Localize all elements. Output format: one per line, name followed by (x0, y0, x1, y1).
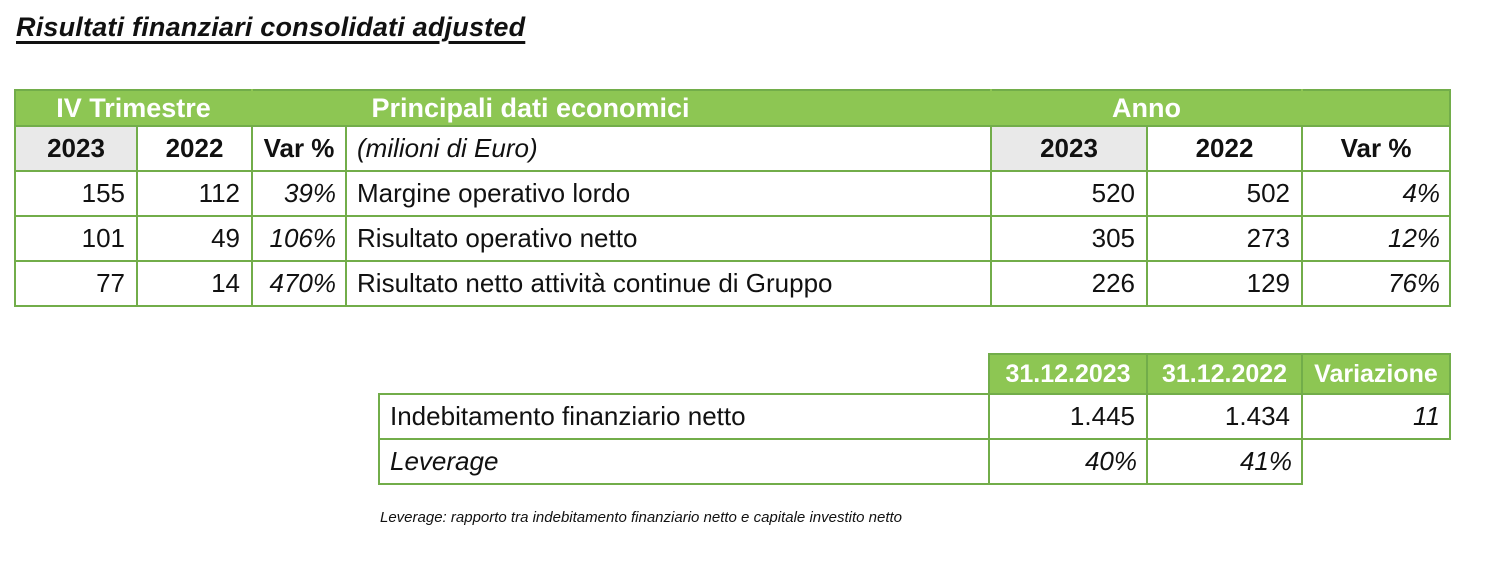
cell-yvar: 76% (1301, 260, 1452, 307)
cell-qvar: 39% (251, 170, 348, 217)
cell-variation: 11 (1301, 393, 1451, 440)
group-header-row: IV Trimestre Principali dati economici A… (13, 89, 1452, 127)
cell-yvar: 12% (1301, 215, 1452, 262)
table-row-indebitamento: Indebitamento finanziario netto 1.445 1.… (378, 393, 1451, 440)
col-header-q2023: 2023 (14, 125, 138, 172)
cell-q2023: 155 (14, 170, 138, 217)
cell-label: Indebitamento finanziario netto (378, 393, 990, 440)
group-header-economic-data: Principali dati economici (251, 89, 993, 127)
col-header-31-12-2023: 31.12.2023 (988, 353, 1148, 395)
cell-y2023: 305 (990, 215, 1149, 262)
cell-variation-empty (1302, 439, 1450, 484)
cell-qvar: 470% (251, 260, 348, 307)
cell-y2022: 129 (1146, 260, 1304, 307)
net-debt-table: 31.12.2023 31.12.2022 Variazione Indebit… (378, 353, 1451, 485)
leverage-footnote: Leverage: rapporto tra indebitamento fin… (380, 509, 902, 526)
table-row-leverage: Leverage 40% 41% (378, 438, 1450, 485)
cell-qvar: 106% (251, 215, 348, 262)
column-header-row: 2023 2022 Var % (milioni di Euro) 2023 2… (14, 125, 1452, 172)
cell-2023: 1.445 (988, 393, 1148, 440)
main-results-table: IV Trimestre Principali dati economici A… (13, 89, 1452, 307)
col-header-31-12-2022: 31.12.2022 (1146, 353, 1303, 395)
cell-yvar: 4% (1301, 170, 1452, 217)
cell-label: Leverage (378, 438, 990, 485)
cell-q2022: 49 (135, 215, 254, 262)
cell-label: Margine operativo lordo (345, 170, 993, 217)
col-header-q2022: 2022 (135, 125, 254, 172)
cell-q2023: 101 (14, 215, 138, 262)
page-title: Risultati finanziari consolidati adjuste… (16, 12, 526, 42)
cell-q2022: 14 (135, 260, 254, 307)
col-header-unit: (milioni di Euro) (345, 125, 993, 172)
debt-header-spacer (379, 354, 989, 394)
cell-2022: 1.434 (1146, 393, 1303, 440)
col-header-yvar: Var % (1301, 125, 1452, 172)
cell-2023: 40% (988, 438, 1148, 485)
group-header-year: Anno (990, 89, 1304, 127)
col-header-y2023: 2023 (990, 125, 1149, 172)
cell-2022: 41% (1146, 438, 1303, 485)
cell-label: Risultato operativo netto (345, 215, 993, 262)
cell-y2022: 502 (1146, 170, 1304, 217)
debt-header-row: 31.12.2023 31.12.2022 Variazione (379, 353, 1451, 395)
cell-q2023: 77 (14, 260, 138, 307)
col-header-qvar: Var % (251, 125, 348, 172)
col-header-variazione: Variazione (1301, 353, 1451, 395)
table-row-risultato-netto-gruppo: 77 14 470% Risultato netto attività cont… (14, 260, 1452, 307)
table-row-margine-operativo-lordo: 155 112 39% Margine operativo lordo 520 … (14, 170, 1452, 217)
table-row-risultato-operativo-netto: 101 49 106% Risultato operativo netto 30… (14, 215, 1452, 262)
cell-label: Risultato netto attività continue di Gru… (345, 260, 993, 307)
col-header-y2022: 2022 (1146, 125, 1304, 172)
group-header-quarter: IV Trimestre (13, 89, 254, 127)
cell-y2022: 273 (1146, 215, 1304, 262)
cell-y2023: 520 (990, 170, 1149, 217)
cell-q2022: 112 (135, 170, 254, 217)
group-header-spacer (1301, 89, 1452, 127)
cell-y2023: 226 (990, 260, 1149, 307)
